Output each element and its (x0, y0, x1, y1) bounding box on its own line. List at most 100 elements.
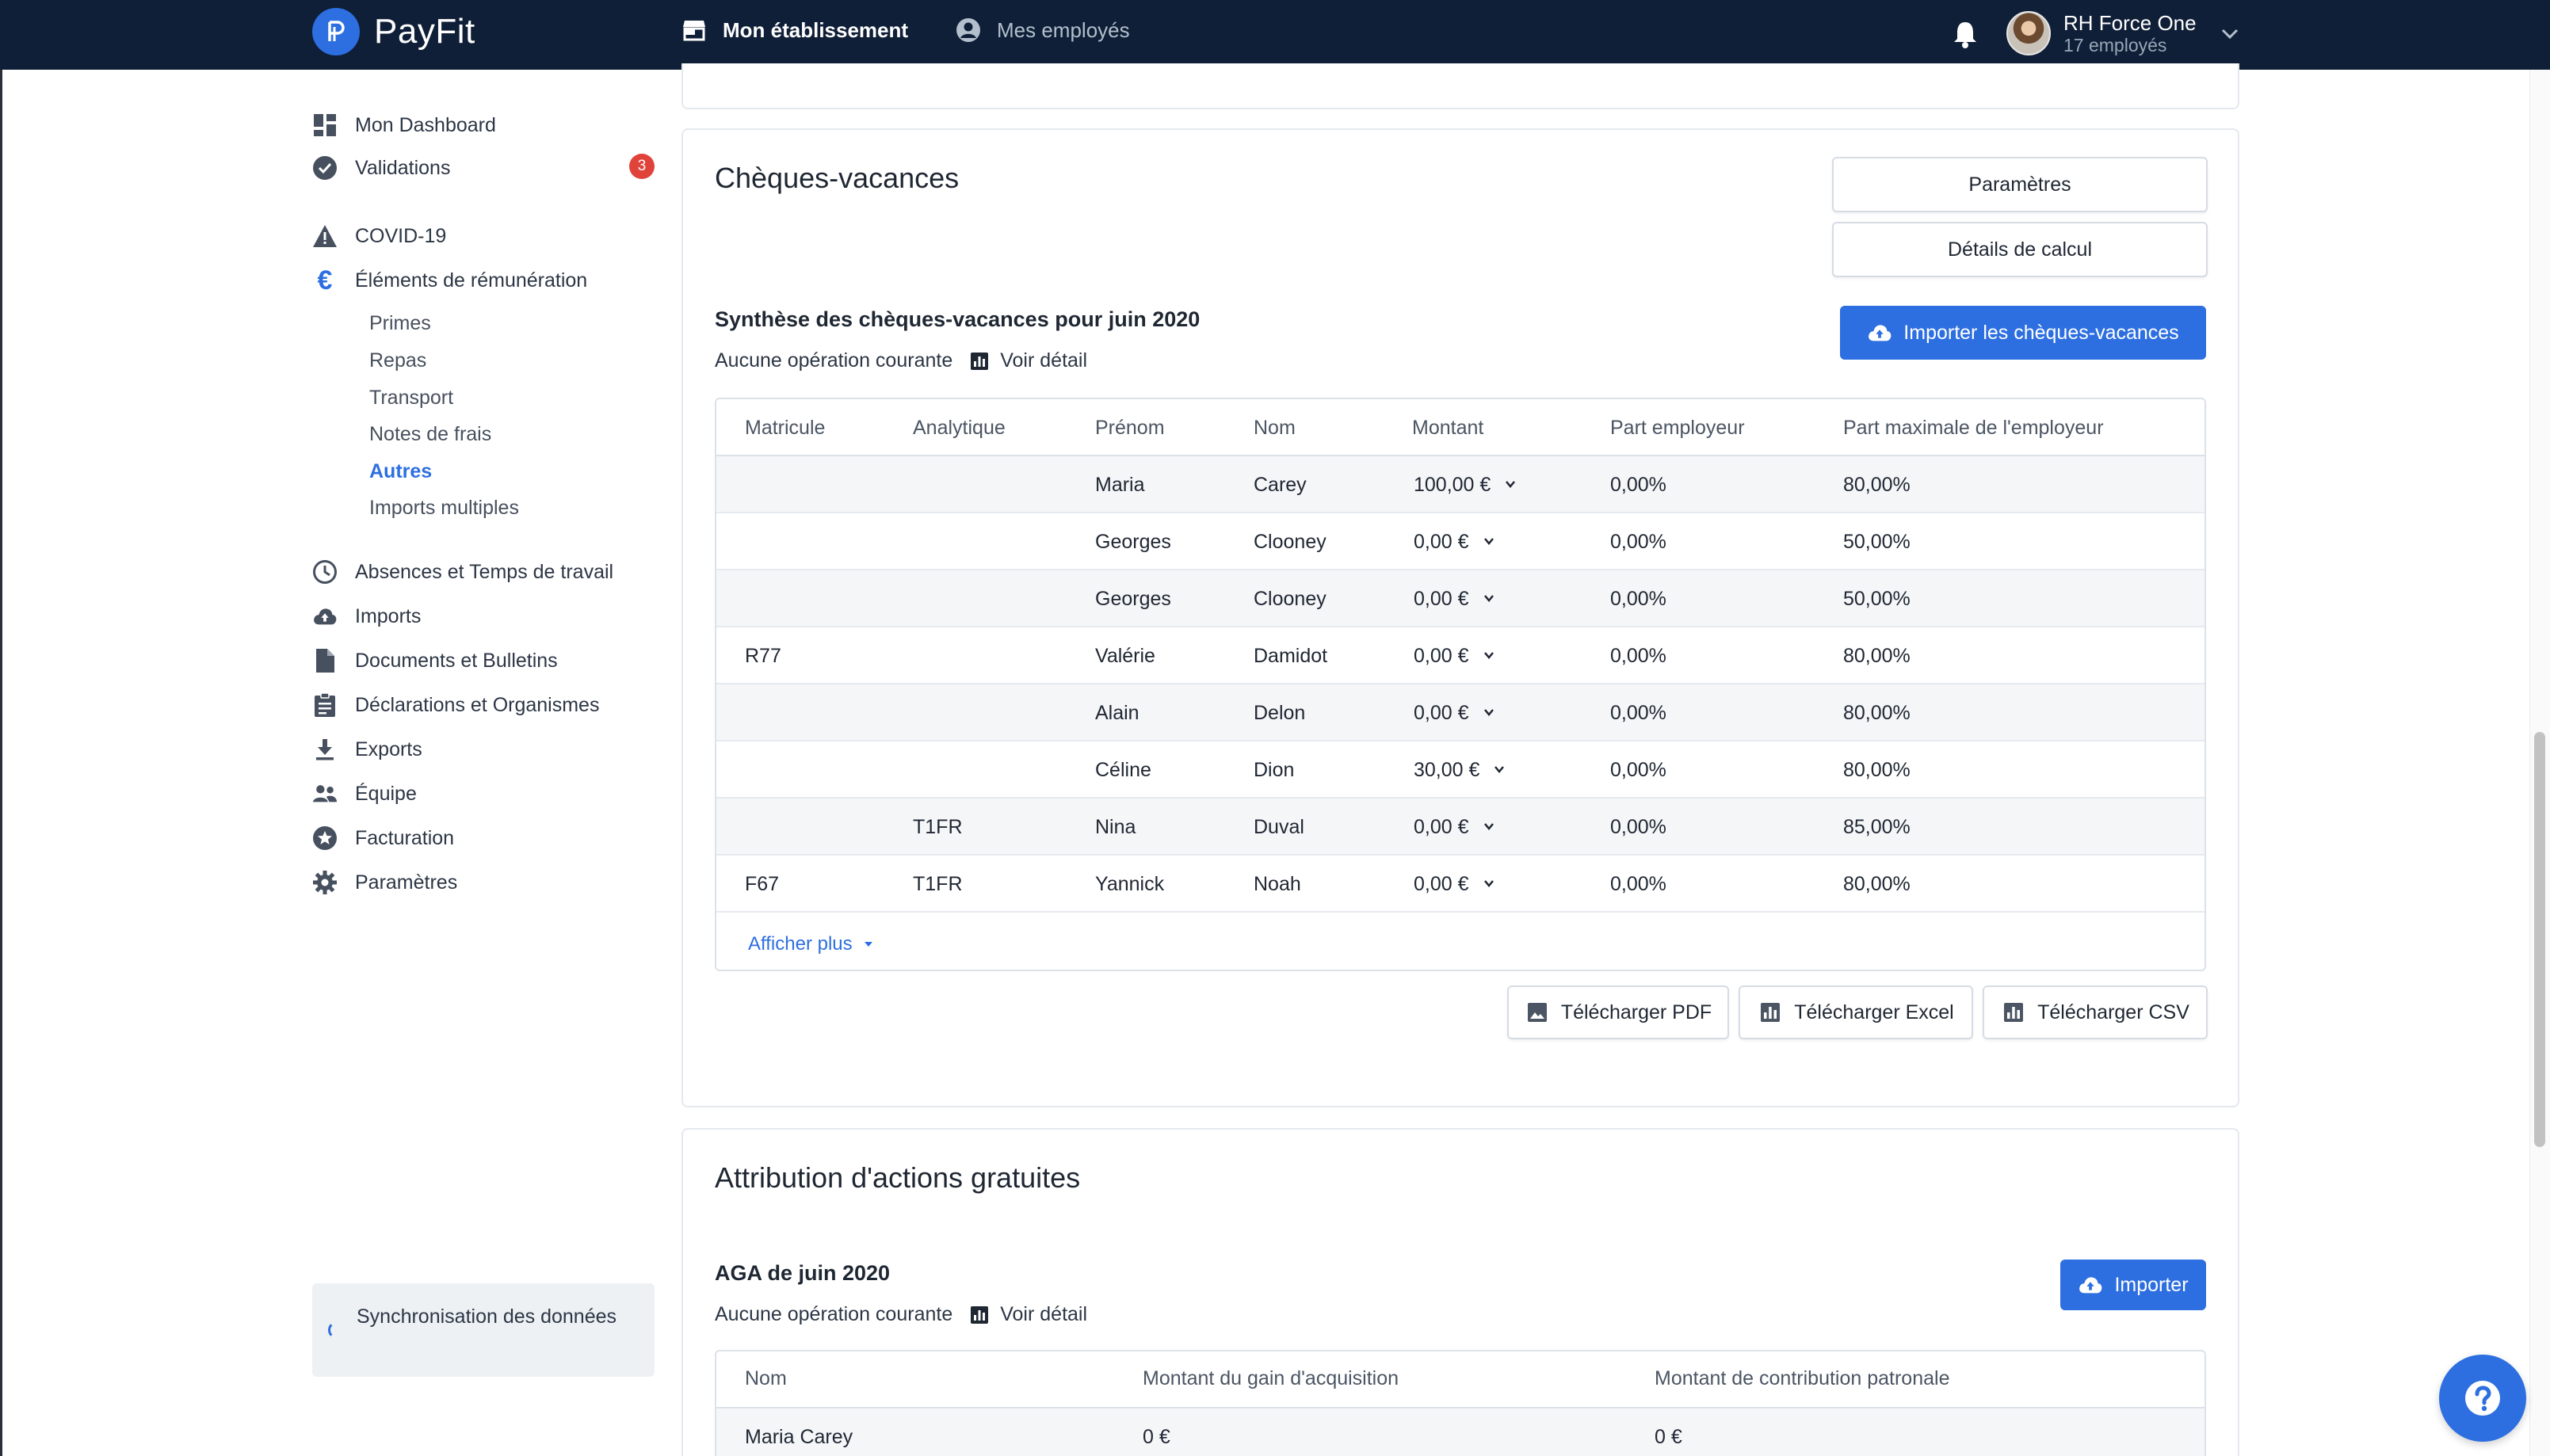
sidebar-subitem-repas[interactable]: Repas (369, 349, 427, 372)
voir-detail-link[interactable]: Voir détail (970, 1303, 1087, 1326)
amount-value: 0,00 € (1414, 873, 1469, 895)
nav-mes-employes[interactable]: Mes employés (956, 17, 1130, 43)
previous-section-card (681, 63, 2239, 109)
cloud-upload-icon (2078, 1274, 2103, 1296)
user-name[interactable]: RH Force One (2063, 11, 2197, 35)
col-contribution-patronale[interactable]: Montant de contribution patronale (1655, 1367, 1950, 1389)
cell-prenom: Nina (1095, 816, 1136, 838)
table-row[interactable]: Céline Dion 30,00 € 0,00% 80,00% (716, 741, 2205, 799)
sidebar-subitem-primes[interactable]: Primes (369, 312, 431, 334)
user-subtitle: 17 employés (2063, 35, 2167, 55)
telecharger-excel-button[interactable]: Télécharger Excel (1739, 985, 1973, 1039)
table-row[interactable]: Georges Clooney 0,00 € 0,00% 50,00% (716, 513, 2205, 570)
sidebar-subitem-transport[interactable]: Transport (369, 387, 454, 409)
bell-icon[interactable] (1951, 19, 1979, 49)
chevron-down-icon[interactable] (1483, 593, 1498, 607)
col-nom[interactable]: Nom (1254, 417, 1296, 439)
chevron-down-icon[interactable] (1483, 878, 1498, 892)
cell-nom: Damidot (1254, 645, 1328, 667)
nav-mon-etablissement[interactable]: Mon établissement (681, 17, 908, 43)
col-part-employeur[interactable]: Part employeur (1610, 417, 1745, 439)
telecharger-csv-button[interactable]: Télécharger CSV (1983, 985, 2208, 1039)
col-part-max[interactable]: Part maximale de l'employeur (1843, 417, 2104, 439)
payfit-logo[interactable]: PayFit (312, 8, 475, 55)
sidebar-item-remuneration[interactable]: € Éléments de rémunération (312, 265, 588, 296)
cell-nom: Duval (1254, 816, 1304, 838)
col-matricule[interactable]: Matricule (745, 417, 826, 439)
chevron-down-icon[interactable] (1483, 650, 1498, 664)
warning-icon (312, 223, 338, 249)
sidebar-item-documents[interactable]: Documents et Bulletins (312, 645, 558, 677)
cell-montant[interactable]: 0,00 € (1414, 702, 1498, 725)
chart-icon (970, 352, 989, 371)
cell-contribution: 0 € (1655, 1426, 1682, 1448)
table-row[interactable]: R77 Valérie Damidot 0,00 € 0,00% 80,00% (716, 627, 2205, 684)
sidebar-subitem-imports-multiples[interactable]: Imports multiples (369, 497, 519, 519)
chevron-down-icon[interactable] (1483, 707, 1498, 721)
cell-part-employeur: 0,00% (1610, 531, 1666, 553)
sidebar-item-absences[interactable]: Absences et Temps de travail (312, 556, 613, 588)
sidebar-item-validations[interactable]: Validations (312, 152, 450, 184)
sidebar-subitem-notes-de-frais[interactable]: Notes de frais (369, 423, 492, 445)
col-nom[interactable]: Nom (745, 1367, 787, 1389)
scrollbar-track[interactable] (2529, 70, 2550, 1456)
button-label: Télécharger CSV (2037, 1001, 2189, 1023)
sidebar-item-exports[interactable]: Exports (312, 734, 422, 765)
cell-montant[interactable]: 0,00 € (1414, 873, 1498, 896)
col-gain-acquisition[interactable]: Montant du gain d'acquisition (1143, 1367, 1399, 1389)
avatar[interactable] (2006, 11, 2051, 55)
details-calcul-button[interactable]: Détails de calcul (1832, 222, 2208, 277)
table-row[interactable]: Maria Carey 0 € 0 € (716, 1408, 2205, 1456)
cv-status-line: Aucune opération courante Voir détail (715, 349, 1087, 372)
cell-part-max: 80,00% (1843, 873, 1911, 895)
sidebar-item-facturation[interactable]: Facturation (312, 822, 454, 854)
sidebar-subitem-autres[interactable]: Autres (369, 460, 433, 482)
import-aga-button[interactable]: Importer (2060, 1260, 2206, 1310)
cell-part-max: 80,00% (1843, 474, 1911, 496)
sidebar-item-label: Absences et Temps de travail (355, 560, 614, 583)
cell-montant[interactable]: 0,00 € (1414, 531, 1498, 554)
chevron-down-icon[interactable] (1494, 764, 1508, 778)
col-montant[interactable]: Montant (1412, 417, 1484, 439)
table-row[interactable]: F67 T1FR Yannick Noah 0,00 € 0,00% 80,00% (716, 856, 2205, 913)
cell-prenom: Alain (1095, 702, 1139, 724)
table-row[interactable]: Alain Delon 0,00 € 0,00% 80,00% (716, 684, 2205, 741)
sidebar-item-dashboard[interactable]: Mon Dashboard (312, 109, 496, 141)
sidebar-item-imports[interactable]: Imports (312, 600, 421, 632)
sync-status: Synchronisation des données (312, 1283, 655, 1377)
chevron-down-icon[interactable] (1483, 536, 1498, 550)
cell-nom: Delon (1254, 702, 1306, 724)
cell-montant[interactable]: 0,00 € (1414, 588, 1498, 611)
telecharger-pdf-button[interactable]: Télécharger PDF (1507, 985, 1729, 1039)
cell-montant[interactable]: 0,00 € (1414, 816, 1498, 839)
parametres-button[interactable]: Paramètres (1832, 157, 2208, 212)
cheques-vacances-table: Matricule Analytique Prénom Nom Montant … (715, 398, 2206, 971)
table-row[interactable]: Maria Carey 100,00 € 0,00% 80,00% (716, 456, 2205, 513)
sidebar-item-equipe[interactable]: Équipe (312, 778, 417, 810)
col-analytique[interactable]: Analytique (913, 417, 1006, 439)
cell-matricule: F67 (745, 873, 780, 895)
table-row[interactable]: Georges Clooney 0,00 € 0,00% 50,00% (716, 570, 2205, 627)
cell-montant[interactable]: 0,00 € (1414, 645, 1498, 668)
chevron-down-icon[interactable] (1505, 478, 1519, 493)
window-edge (0, 70, 2, 1456)
table-row[interactable]: T1FR Nina Duval 0,00 € 0,00% 85,00% (716, 799, 2205, 856)
amount-value: 0,00 € (1414, 816, 1469, 838)
help-button[interactable] (2439, 1355, 2526, 1442)
no-operation-text: Aucune opération courante (715, 1303, 953, 1325)
sidebar-item-covid[interactable]: COVID-19 (312, 220, 446, 252)
aga-subtitle: AGA de juin 2020 (715, 1261, 891, 1285)
sidebar-item-declarations[interactable]: Déclarations et Organismes (312, 689, 599, 721)
cell-montant[interactable]: 30,00 € (1414, 759, 1508, 782)
col-prenom[interactable]: Prénom (1095, 417, 1165, 439)
import-cheques-vacances-button[interactable]: Importer les chèques-vacances (1840, 306, 2206, 360)
voir-detail-link[interactable]: Voir détail (970, 349, 1087, 372)
sidebar-item-parametres[interactable]: Paramètres (312, 867, 457, 898)
euro-icon: € (317, 265, 333, 295)
chevron-down-icon[interactable] (2220, 24, 2239, 43)
scrollbar-thumb[interactable] (2534, 732, 2545, 1147)
afficher-plus-link[interactable]: Afficher plus (748, 933, 873, 955)
chevron-down-icon[interactable] (1483, 821, 1498, 835)
clock-icon (312, 559, 338, 585)
cell-montant[interactable]: 100,00 € (1414, 474, 1519, 497)
